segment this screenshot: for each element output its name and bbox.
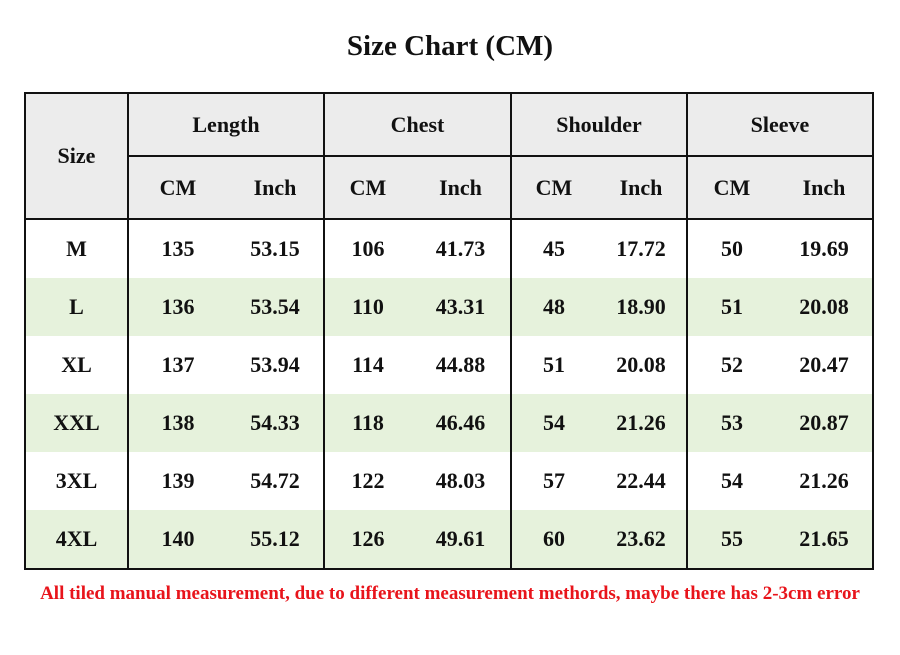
data-row: XL 137 53.94 114 44.88 51 20.08 52 20.47: [25, 336, 873, 394]
value-cell: 53.94: [250, 352, 300, 377]
unit-header: Inch: [776, 156, 873, 220]
value-cell: 46.46: [411, 394, 511, 452]
value-cell: 20.47: [799, 352, 849, 377]
footnote: All tiled manual measurement, due to dif…: [40, 583, 860, 604]
unit-header: CM: [323, 156, 411, 220]
value-cell: 20.87: [776, 394, 873, 452]
size-cell: 4XL: [25, 510, 128, 569]
unit-header: Inch: [596, 156, 687, 220]
group-header: Sleeve: [686, 93, 873, 157]
value-cell: 53.15: [250, 236, 300, 261]
value-cell: 118: [323, 394, 411, 452]
value-cell: 54.72: [250, 468, 300, 493]
value-cell: 126: [323, 510, 411, 569]
value-cell: 53: [686, 394, 776, 452]
value-cell: 20.08: [776, 278, 873, 336]
value-cell: 17.72: [616, 236, 666, 261]
value-cell: 21.26: [596, 394, 687, 452]
value-cell: 137: [127, 336, 227, 394]
unit-header: Inch: [227, 156, 324, 220]
size-cell: 3XL: [55, 468, 98, 493]
value-cell: 21.26: [799, 468, 849, 493]
group-header: Shoulder: [510, 93, 687, 157]
value-cell: 122: [323, 452, 411, 510]
value-cell: 41.73: [435, 236, 486, 261]
unit-row: CM Inch CM Inch CM Inch CM Inch: [25, 156, 873, 220]
value-cell: 44.88: [435, 352, 486, 377]
value-cell: 23.62: [596, 510, 687, 569]
value-cell: 19.69: [799, 236, 849, 261]
group-header: Chest: [323, 93, 511, 157]
value-cell: 49.61: [411, 510, 511, 569]
unit-header: CM: [686, 156, 776, 220]
value-cell: 20.08: [616, 352, 666, 377]
value-cell: 51: [686, 278, 776, 336]
value-cell: 43.31: [411, 278, 511, 336]
data-row: L 136 53.54 110 43.31 48 18.90 51 20.08: [25, 278, 873, 336]
data-row: M 135 53.15 106 41.73 45 17.72 50 19.69: [25, 219, 873, 278]
value-cell: 48: [510, 278, 596, 336]
value-cell: 57: [510, 452, 596, 510]
value-cell: 22.44: [616, 468, 666, 493]
corner-cell: Size: [25, 93, 128, 220]
value-cell: 55.12: [227, 510, 324, 569]
data-row: 4XL 140 55.12 126 49.61 60 23.62 55 21.65: [25, 510, 873, 569]
value-cell: 48.03: [435, 468, 486, 493]
unit-header: CM: [510, 156, 596, 220]
value-cell: 53.54: [227, 278, 324, 336]
value-cell: 60: [510, 510, 596, 569]
value-cell: 50: [686, 219, 776, 278]
value-cell: 21.65: [776, 510, 873, 569]
data-row: 3XL 139 54.72 122 48.03 57 22.44 54 21.26: [25, 452, 873, 510]
group-header: Length: [127, 93, 324, 157]
size-cell: XXL: [25, 394, 128, 452]
value-cell: 140: [127, 510, 227, 569]
value-cell: 138: [127, 394, 227, 452]
header-row: Size Length Chest Shoulder Sleeve: [25, 93, 873, 220]
table-body: Size Length Chest Shoulder Sleeve CM Inch CM Inc…: [25, 93, 873, 569]
unit-header: Inch: [411, 156, 511, 220]
size-cell: XL: [61, 352, 92, 377]
value-cell: 45: [510, 219, 596, 278]
value-cell: 55: [686, 510, 776, 569]
value-cell: 54.33: [227, 394, 324, 452]
size-table: Size Length Chest Shoulder Sleeve CM Inch CM Inc…: [24, 92, 874, 570]
size-cell: M: [66, 236, 87, 261]
title: Size Chart (CM): [346, 30, 554, 62]
unit-header: CM: [127, 156, 227, 220]
value-cell: 139: [127, 452, 227, 510]
data-row: XXL 138 54.33 118 46.46 54 21.26 53 20.87: [25, 394, 873, 452]
value-cell: 106: [323, 219, 411, 278]
value-cell: 54: [510, 394, 596, 452]
value-cell: 110: [323, 278, 411, 336]
value-cell: 18.90: [596, 278, 687, 336]
value-cell: 51: [510, 336, 596, 394]
value-cell: 52: [686, 336, 776, 394]
value-cell: 135: [127, 219, 227, 278]
value-cell: 136: [127, 278, 227, 336]
size-cell: L: [25, 278, 128, 336]
value-cell: 54: [686, 452, 776, 510]
value-cell: 114: [323, 336, 411, 394]
